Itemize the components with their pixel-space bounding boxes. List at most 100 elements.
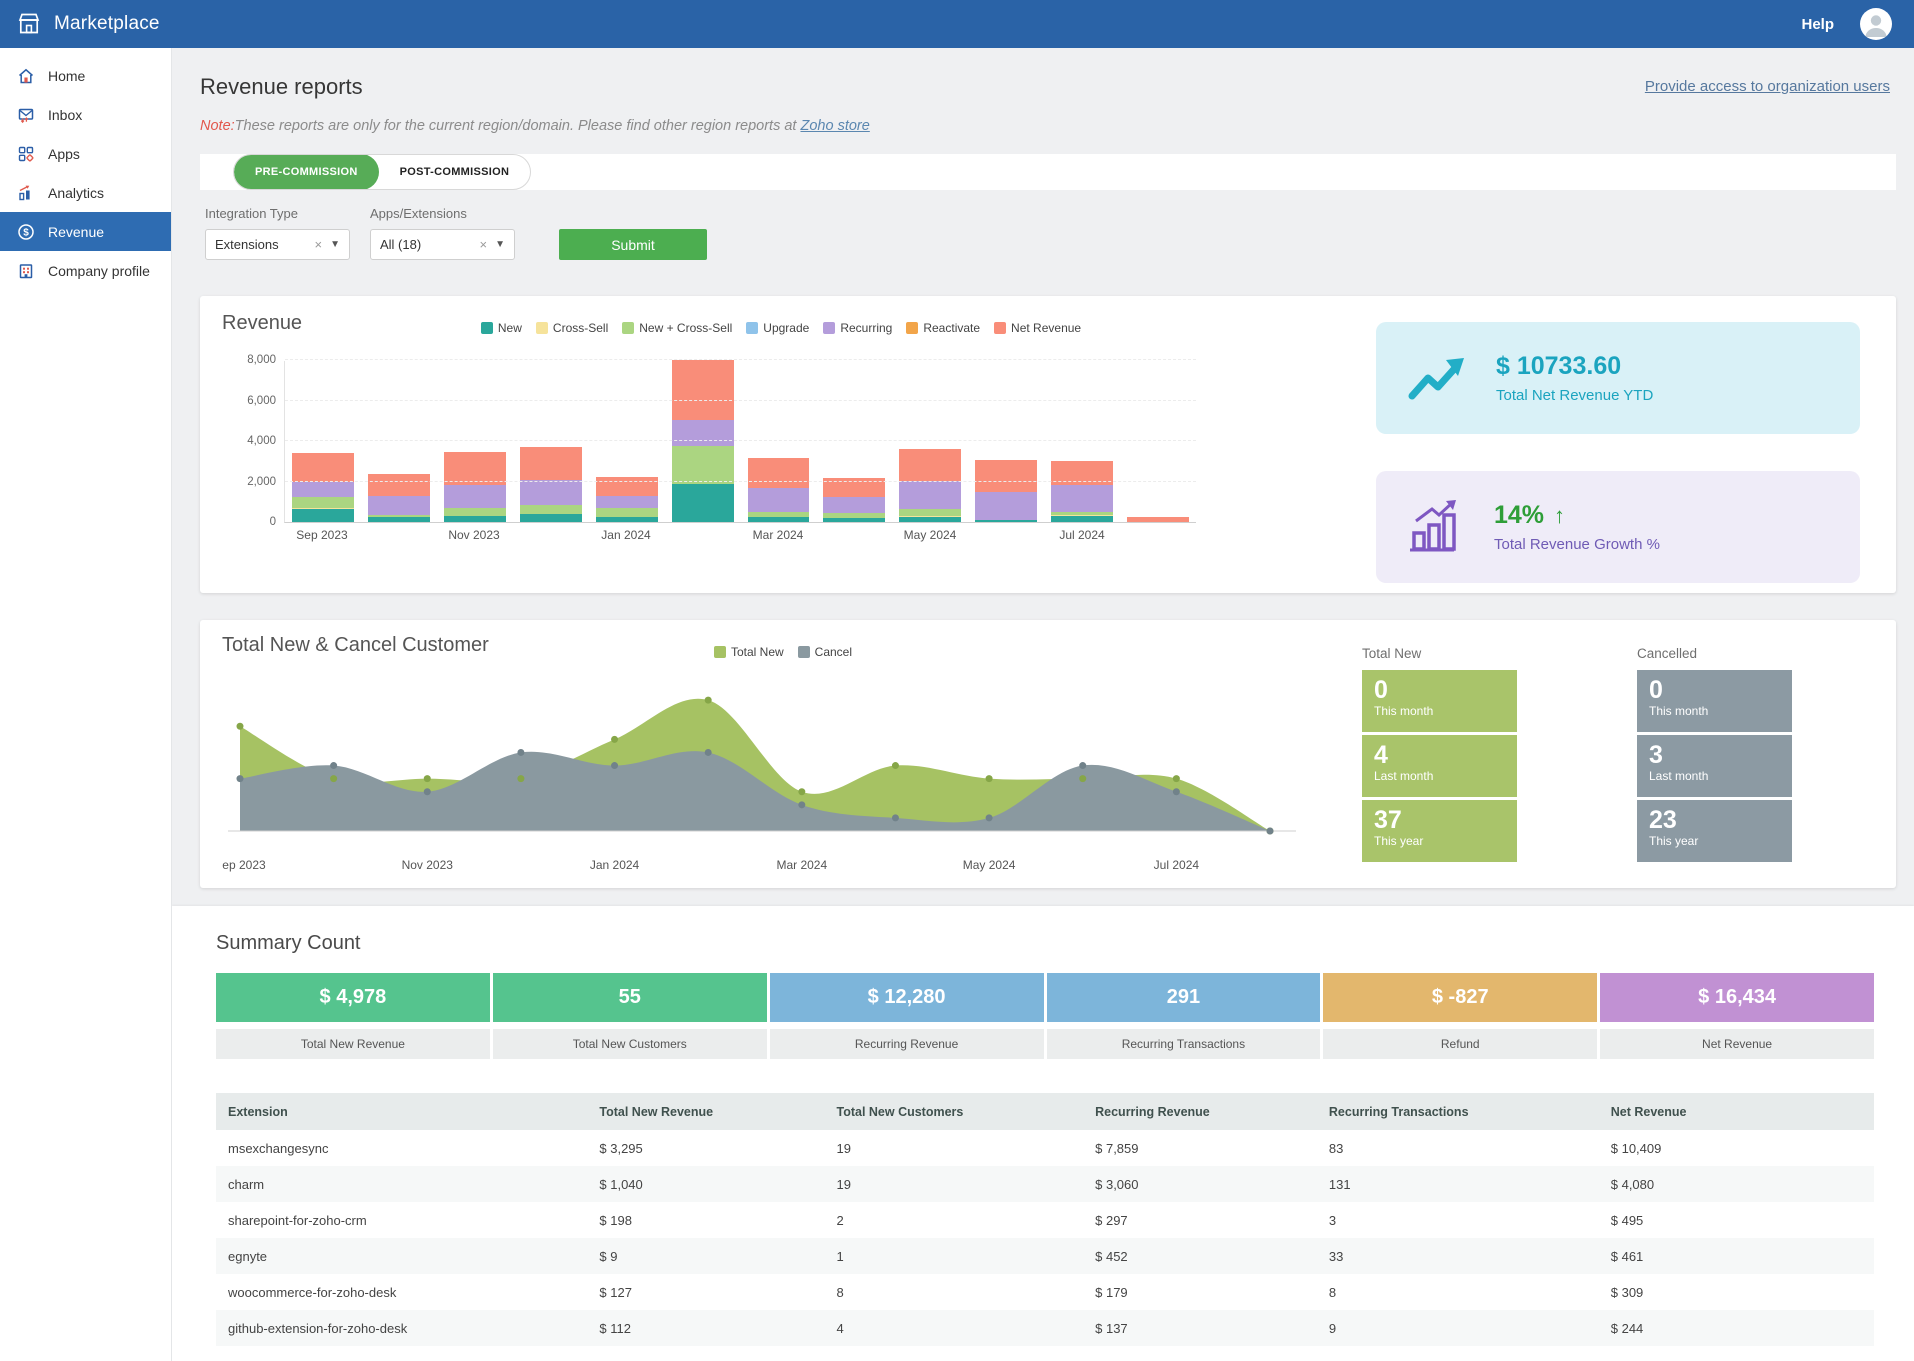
summary-refund: $ -827 (1323, 973, 1598, 1022)
summary-label: Recurring Transactions (1046, 1029, 1321, 1059)
customer-area-chart[interactable] (222, 665, 1302, 853)
analytics-icon (19, 185, 30, 200)
cell: $ 112 (599, 1320, 631, 1336)
sidebar-item-revenue[interactable]: $ Revenue (0, 212, 171, 251)
y-tick-label: 6,000 (247, 394, 276, 407)
table-row[interactable]: charm $ 1,040 19 $ 3,060 131 $ 4,080 (216, 1166, 1874, 1202)
table-row[interactable]: egnyte $ 9 1 $ 452 33 $ 461 (216, 1238, 1874, 1274)
sidebar-item-home[interactable]: Home (0, 56, 171, 95)
x-tick-label: Mar 2024 (752, 528, 804, 542)
marketplace-store-icon (18, 13, 40, 34)
provide-access-link[interactable]: Provide access to organization users (1644, 78, 1890, 95)
submit-button[interactable]: Submit (559, 229, 707, 260)
topbar: Marketplace Help (0, 0, 1914, 48)
clear-icon[interactable]: × (479, 237, 488, 252)
cell: 4 (836, 1320, 844, 1336)
cell: $ 309 (1610, 1284, 1644, 1300)
total-new-this-month: 0 This month (1362, 670, 1517, 732)
bar-feb-2024[interactable] (671, 360, 734, 522)
sidebar-item-label: Company profile (48, 262, 150, 279)
bar-may-2024[interactable] (899, 449, 962, 522)
summary-labels: Total New Revenue Total New Customers Re… (216, 1029, 1874, 1059)
summary-label: Net Revenue (1600, 1029, 1874, 1059)
cell: $ 10,409 (1610, 1140, 1662, 1156)
stat-value: 0 (1649, 676, 1663, 704)
bar-nov-2023[interactable] (443, 452, 506, 522)
trend-up-icon (1408, 358, 1464, 400)
legend-swatch (823, 322, 836, 334)
legend-swatch (535, 322, 548, 334)
cell-extension: sharepoint-for-zoho-crm (228, 1212, 367, 1228)
cancelled-stats: Cancelled 0 This month 3 Last month 23 T… (1637, 646, 1792, 874)
revenue-chart-title: Revenue (222, 312, 303, 334)
bar-apr-2024[interactable] (823, 478, 886, 522)
zoho-store-link[interactable]: Zoho store (800, 118, 870, 134)
integration-type-select[interactable]: Extensions × ▼ (205, 229, 350, 260)
table-row[interactable]: woocommerce-for-zoho-desk $ 127 8 $ 179 … (216, 1274, 1874, 1310)
apps-extensions-select[interactable]: All (18) × ▼ (370, 229, 515, 260)
revenue-icon: $ (18, 223, 34, 240)
bar-oct-2023[interactable] (367, 474, 430, 522)
person-icon (1865, 15, 1887, 37)
home-icon (19, 68, 33, 83)
sidebar-item-company-profile[interactable]: Company profile (0, 251, 171, 290)
sidebar-item-analytics[interactable]: Analytics (0, 173, 171, 212)
table-row[interactable]: sharepoint-for-zoho-crm $ 198 2 $ 297 3 … (216, 1202, 1874, 1238)
sidebar-item-label: Apps (48, 145, 80, 162)
growth-bars-icon (1410, 500, 1456, 552)
col-header: Total New Customers (836, 1104, 964, 1119)
bar-mar-2024[interactable] (747, 458, 810, 522)
cell: $ 3,295 (599, 1140, 643, 1156)
cell: 9 (1328, 1320, 1337, 1336)
y-tick-label: 4,000 (247, 435, 276, 447)
pre-commission-toggle[interactable]: PRE-COMMISSION (234, 155, 379, 189)
bar-sep-2023[interactable] (292, 453, 354, 522)
legend-label: Recurring (840, 321, 893, 335)
bar-dec-2023[interactable] (519, 447, 582, 522)
cell: 19 (836, 1140, 851, 1156)
legend-swatch (994, 322, 1007, 334)
help-link[interactable]: Help (1801, 15, 1834, 33)
cell-extension: github-extension-for-zoho-desk (228, 1320, 408, 1336)
legend-label: Net Revenue (1011, 321, 1082, 335)
chevron-down-icon[interactable]: ▼ (495, 239, 505, 250)
legend-swatch (713, 646, 726, 658)
apps-grid-icon (18, 146, 34, 161)
cell: $ 452 (1095, 1248, 1128, 1264)
cell: $ 127 (599, 1284, 632, 1300)
stat-label: Last month (1649, 769, 1709, 783)
summary-label: Refund (1323, 1029, 1598, 1059)
clear-icon[interactable]: × (314, 237, 323, 252)
revenue-chart-card: Revenue New Cross-Sell New + Cross-Sell … (200, 296, 1896, 593)
cell: $ 3,060 (1095, 1176, 1139, 1192)
legend-swatch (746, 322, 759, 334)
x-tick-label: Jul 2024 (1059, 528, 1105, 542)
stat-value: 3 (1649, 741, 1663, 769)
cancelled-title: Cancelled (1637, 646, 1698, 661)
integration-type-label: Integration Type (205, 206, 298, 221)
chevron-down-icon[interactable]: ▼ (330, 239, 340, 250)
cell: 33 (1328, 1248, 1344, 1264)
summary-label: Total New Customers (492, 1029, 767, 1059)
cell: 3 (1328, 1212, 1337, 1228)
bar-jul-2024[interactable] (1051, 460, 1114, 522)
summary-recurring-transactions: 291 (1046, 973, 1321, 1022)
user-avatar[interactable] (1860, 8, 1892, 40)
bar-jun-2024[interactable] (975, 460, 1038, 522)
table-row[interactable]: msexchangesync $ 3,295 19 $ 7,859 83 $ 1… (216, 1130, 1874, 1166)
bar-aug-2024[interactable] (1127, 516, 1190, 522)
legend-swatch (797, 646, 810, 658)
table-row[interactable]: github-extension-for-zoho-desk $ 112 4 $… (216, 1310, 1874, 1346)
col-header: Recurring Revenue (1095, 1104, 1210, 1119)
revenue-stacked-bar-chart[interactable]: 0 2,000 4,000 6,000 8,000 (247, 354, 1196, 528)
x-tick-label: Jul 2024 (1153, 858, 1200, 872)
sidebar-item-inbox[interactable]: Inbox (0, 95, 171, 134)
summary-total-new-revenue: $ 4,978 (216, 973, 490, 1022)
customer-chart-card: Total New & Cancel Customer Total New Ca… (200, 620, 1896, 888)
sidebar-item-apps[interactable]: Apps (0, 134, 171, 173)
bar-jan-2024[interactable] (595, 477, 658, 522)
total-new-last-month: 4 Last month (1362, 735, 1517, 797)
legend-swatch (906, 322, 919, 334)
post-commission-toggle[interactable]: POST-COMMISSION (399, 166, 510, 178)
legend-label: Cross-Sell (552, 321, 609, 335)
